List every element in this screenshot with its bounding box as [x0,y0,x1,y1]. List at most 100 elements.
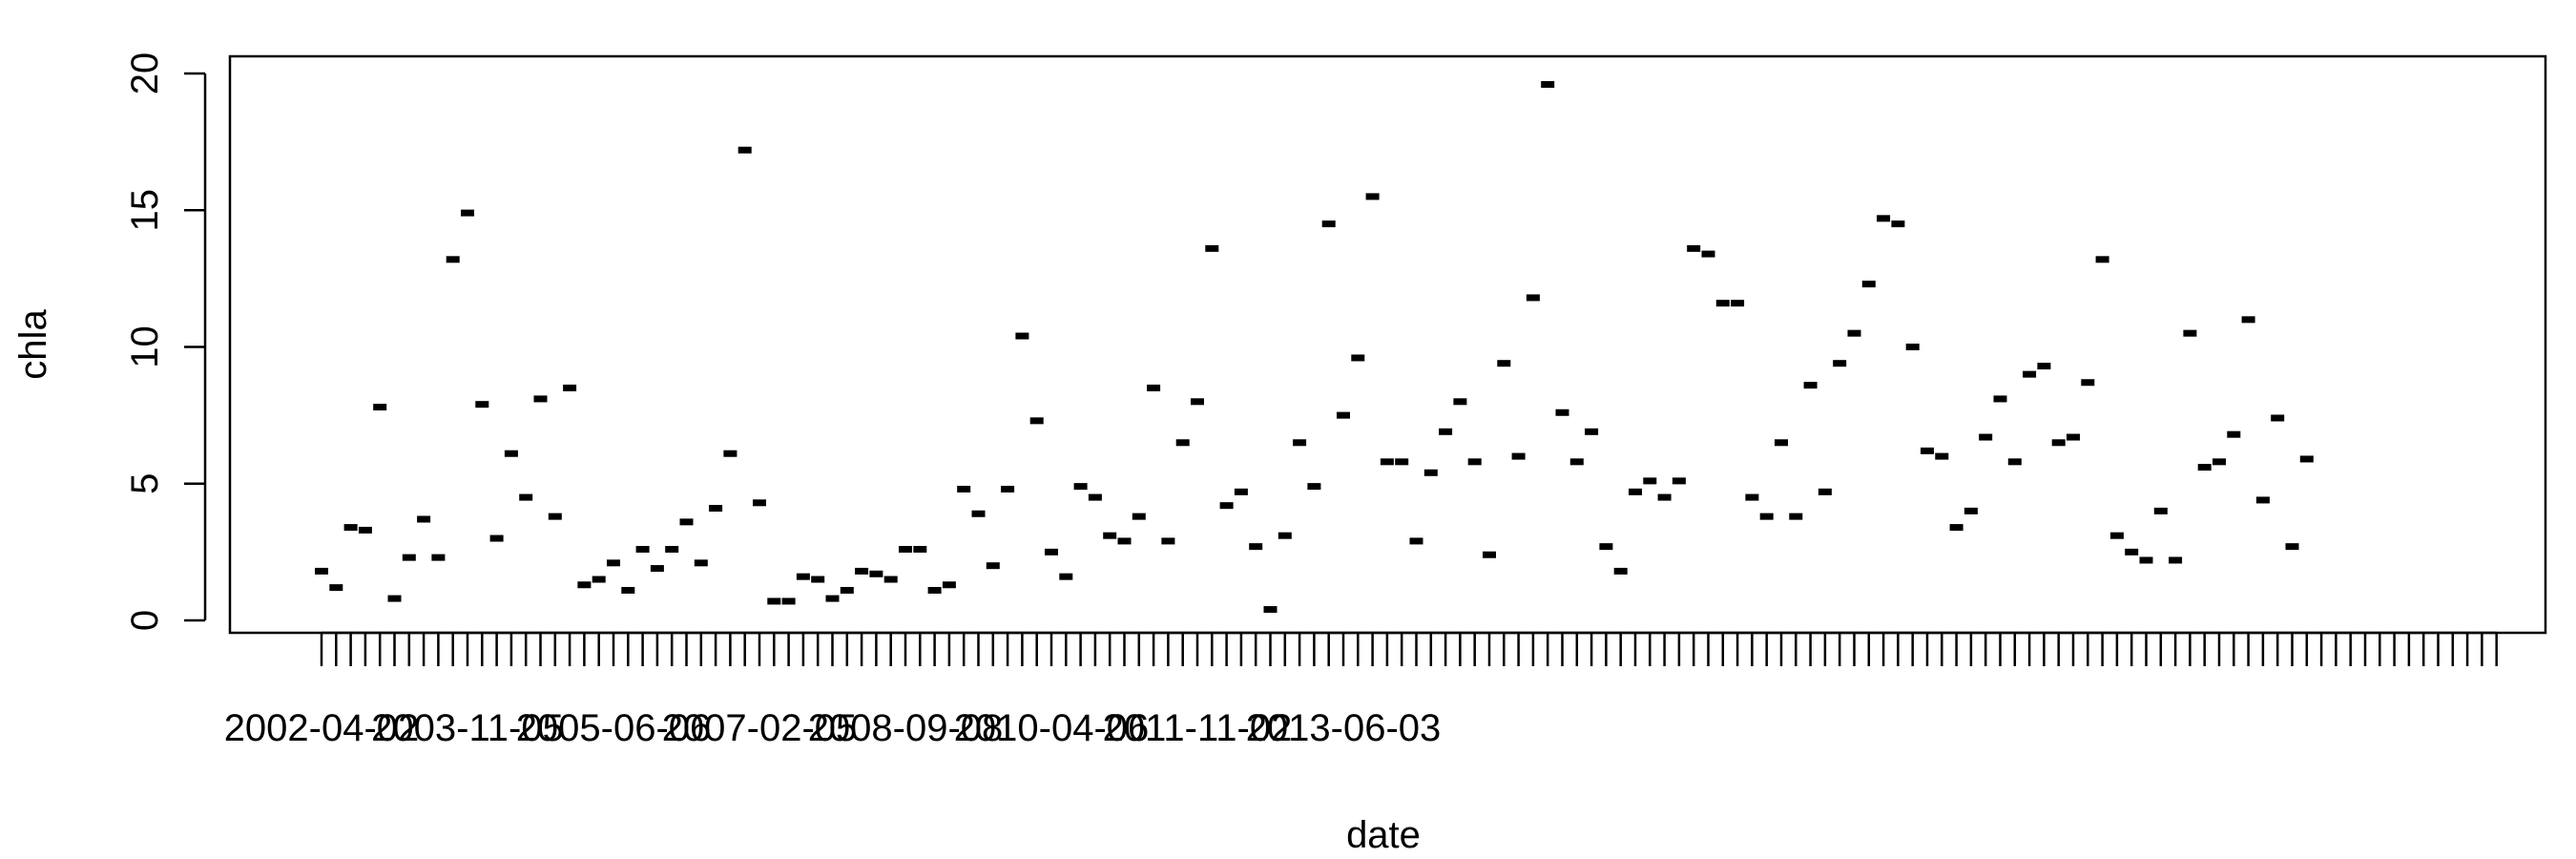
data-point [1672,477,1686,485]
data-point [2081,379,2095,387]
data-point [1541,80,1555,88]
data-point [1687,244,1701,252]
data-point [869,570,883,577]
x-tick-label: 2013-06-03 [1246,707,1442,749]
data-point [899,546,912,554]
data-point [2007,458,2022,466]
data-point [1511,452,1526,460]
data-point [607,559,620,567]
data-point [913,546,927,554]
data-point [1453,398,1467,406]
data-point [1117,537,1132,545]
x-tick-label: 2010-04-06 [954,707,1150,749]
x-axis-label: date [1346,814,1421,856]
data-point [1439,428,1453,435]
data-point [1715,300,1730,307]
data-point [2299,455,2314,463]
data-point [621,586,635,594]
data-point [1993,395,2007,403]
x-tick-label: 2007-02-05 [662,707,858,749]
data-point [1759,513,1774,520]
data-point [723,450,737,457]
x-tick-label: 2002-04-02 [224,707,420,749]
data-point [592,576,606,583]
data-point [1337,411,1350,419]
data-point [417,515,431,523]
data-point [665,546,679,554]
data-point [957,485,971,492]
data-point [431,554,446,561]
data-point [2067,433,2080,441]
data-point [942,581,956,589]
data-point [1935,452,1949,460]
x-tick-label: 2003-11-05 [371,707,564,749]
data-point [1205,244,1219,252]
data-point [329,584,343,592]
data-point [1293,439,1307,447]
data-point [533,395,548,403]
data-point [2125,548,2139,555]
data-point [1409,537,1423,545]
data-point [1847,329,1861,337]
data-point [2197,464,2212,471]
data-point [971,510,986,517]
data-point [1351,354,1365,362]
data-point [1073,483,1088,491]
data-point [2139,556,2153,564]
data-point [343,524,358,532]
data-point [1877,215,1891,222]
data-point [315,567,328,575]
data-point [1483,551,1496,558]
data-point [1613,567,1628,575]
data-point [2037,363,2051,370]
data-point [1818,488,1832,495]
x-axis: 2002-04-022003-11-052005-06-062007-02-05… [224,631,2498,749]
data-point [2109,532,2124,539]
data-point [358,526,372,534]
x-tick-label: 2008-09-08 [808,707,1004,749]
data-point [635,546,650,554]
data-point [883,576,898,583]
data-point [1497,360,1511,367]
data-point [402,554,416,561]
data-point [1234,488,1248,495]
data-point [2227,430,2241,438]
data-point [1263,606,1278,614]
data-point [577,581,592,589]
data-point [650,565,664,573]
data-point [1249,543,1263,551]
data-point [1599,543,1613,551]
data-point [2023,370,2037,378]
data-point [519,493,533,501]
data-point [1921,447,1934,454]
data-point [475,401,489,409]
data-point [1643,477,1657,485]
data-point [1147,384,1161,391]
data-point [1789,513,1803,520]
data-point [1088,493,1102,501]
data-point [1307,483,1321,491]
data-point [1132,513,1146,520]
data-point [1365,193,1380,200]
data-point [387,595,402,602]
data-point [1701,250,1715,258]
data-point [1905,344,1920,350]
data-point [781,597,796,605]
data-point [1219,502,1234,510]
data-point [1161,537,1175,545]
data-point [1555,409,1569,416]
data-point [1585,428,1599,435]
data-point [1963,507,1978,514]
y-axis: 0 5 10 15 20 [124,52,207,631]
data-point [1059,573,1073,580]
y-tick-label: 0 [124,610,166,631]
data-point [1629,488,1642,495]
data-point [737,146,752,154]
y-tick-label: 10 [124,325,166,368]
data-point [489,534,504,542]
data-point [1191,398,1204,406]
data-point [1103,532,1117,539]
data-point [796,573,810,580]
data-point [811,576,825,583]
